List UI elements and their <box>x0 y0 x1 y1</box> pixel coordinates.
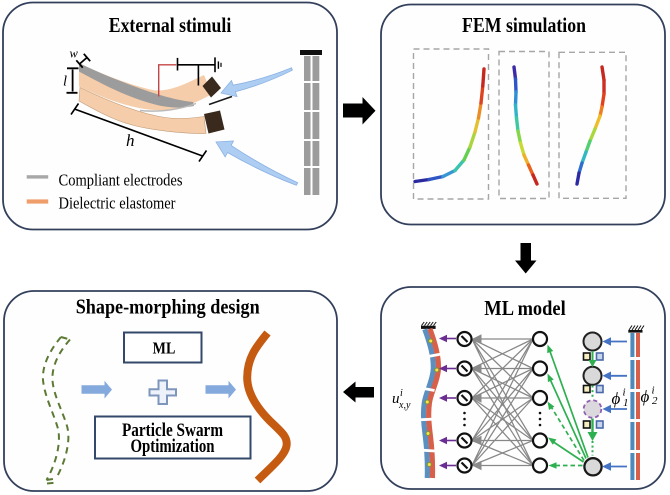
svg-text:Optimization: Optimization <box>131 437 216 457</box>
svg-text:ϕ: ϕ <box>612 389 621 408</box>
svg-text:Compliant electrodes: Compliant electrodes <box>59 171 183 190</box>
svg-text:ML model: ML model <box>484 296 566 320</box>
svg-text:w: w <box>70 47 79 61</box>
svg-text:Dielectric elastomer: Dielectric elastomer <box>59 194 176 213</box>
svg-text:h: h <box>126 131 135 150</box>
svg-text:FEM simulation: FEM simulation <box>462 13 586 37</box>
svg-text:ϕ: ϕ <box>641 387 650 406</box>
svg-text:Particle Swarm: Particle Swarm <box>122 421 223 441</box>
svg-text:x,y: x,y <box>398 400 411 411</box>
svg-text:u: u <box>392 391 400 407</box>
svg-text:ML: ML <box>153 338 176 357</box>
svg-text:1: 1 <box>623 397 629 409</box>
svg-text:External stimuli: External stimuli <box>109 13 232 37</box>
svg-text:2: 2 <box>652 395 658 407</box>
svg-text:l: l <box>63 74 67 90</box>
svg-text:i: i <box>652 385 655 397</box>
svg-text:i: i <box>400 388 403 399</box>
svg-text:Shape-morphing design: Shape-morphing design <box>76 295 260 319</box>
svg-text:i: i <box>623 387 626 399</box>
